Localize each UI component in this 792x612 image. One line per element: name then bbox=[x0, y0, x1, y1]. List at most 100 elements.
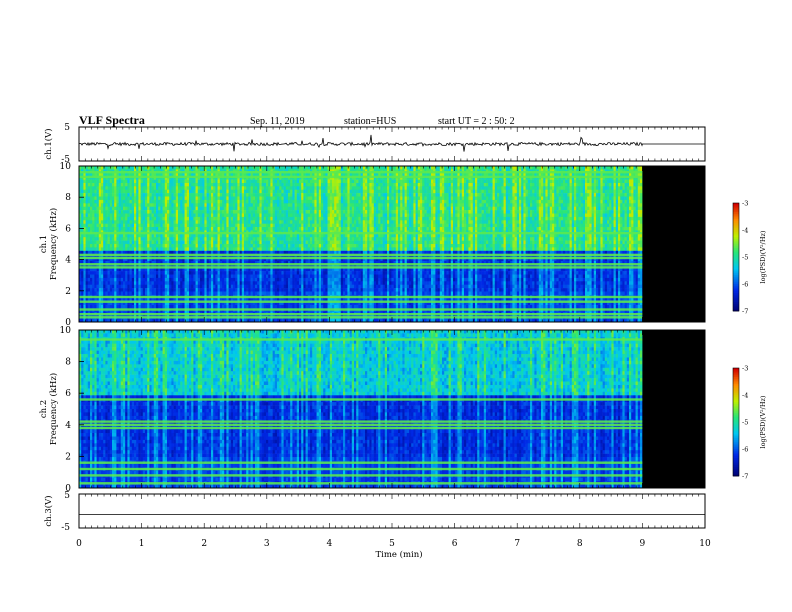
spectrogram-cell bbox=[129, 233, 133, 238]
spectrogram-cell bbox=[215, 183, 218, 187]
spectrogram-cell bbox=[162, 213, 166, 218]
spectrogram-cell bbox=[310, 223, 313, 228]
spectrogram-cell bbox=[312, 206, 315, 211]
spectrogram-cell bbox=[261, 237, 265, 241]
spectrogram-cell bbox=[134, 257, 137, 262]
spectrogram-cell bbox=[268, 267, 271, 272]
spectrogram-cell bbox=[233, 213, 236, 218]
spectrogram-cell bbox=[200, 193, 203, 197]
spectrogram-cell bbox=[288, 318, 291, 323]
spectrogram-cell bbox=[83, 274, 86, 279]
spectrogram-cell bbox=[230, 203, 234, 207]
spectrogram-cell bbox=[195, 274, 199, 279]
spectrogram-cell bbox=[120, 274, 124, 279]
spectrogram-cell bbox=[195, 166, 199, 170]
spectrogram-cell bbox=[230, 257, 234, 262]
spectrogram-cell bbox=[193, 305, 196, 309]
spectrogram-cell bbox=[90, 277, 93, 282]
spectrogram-cell bbox=[171, 274, 174, 279]
spectrogram-cell bbox=[81, 227, 84, 231]
spectrogram-cell bbox=[193, 220, 196, 224]
spectrogram-cell bbox=[90, 244, 93, 248]
spectrogram-cell bbox=[277, 166, 280, 170]
spectrogram-cell bbox=[200, 271, 203, 275]
spectrogram-cell bbox=[303, 267, 306, 272]
spectrogram-cell bbox=[142, 247, 146, 252]
spectrogram-cell bbox=[118, 261, 122, 265]
spectrogram-cell bbox=[96, 274, 100, 279]
spectrogram-cell bbox=[248, 172, 251, 177]
spectrogram-cell bbox=[248, 298, 251, 302]
spectrogram-cell bbox=[290, 227, 293, 231]
spectrogram-cell bbox=[206, 261, 210, 265]
spectrogram-cell bbox=[125, 250, 128, 255]
spectrogram-cell bbox=[83, 271, 86, 275]
spectrogram-cell bbox=[263, 244, 267, 248]
spectrogram-cell bbox=[160, 305, 163, 309]
spectrogram-cell bbox=[109, 199, 113, 204]
spectrogram-cell bbox=[169, 271, 172, 275]
spectrogram-cell bbox=[164, 247, 168, 252]
spectrogram-cell bbox=[120, 206, 124, 211]
spectrogram-cell bbox=[173, 298, 177, 302]
spectrogram-cell bbox=[235, 233, 238, 238]
spectrogram-cell bbox=[213, 216, 216, 221]
spectrogram-cell bbox=[266, 257, 269, 262]
spectrogram-cell bbox=[213, 193, 216, 197]
spectrogram-cell bbox=[140, 281, 144, 285]
spectrogram-cell bbox=[259, 267, 262, 272]
spectrogram-cell bbox=[272, 179, 276, 184]
spectrogram-cell bbox=[149, 301, 152, 306]
spectrogram-cell bbox=[79, 196, 82, 201]
spectrogram-cell bbox=[246, 213, 249, 218]
spectrogram-cell bbox=[134, 267, 137, 272]
spectrogram-cell bbox=[305, 220, 309, 224]
spectrogram-cell bbox=[314, 240, 317, 245]
spectrogram-cell bbox=[140, 298, 144, 302]
spectrogram-cell bbox=[246, 284, 249, 289]
spectrogram-cell bbox=[281, 199, 284, 204]
spectrogram-cell bbox=[136, 284, 139, 289]
spectrogram-cell bbox=[92, 203, 95, 207]
spectrogram-cell bbox=[294, 240, 298, 245]
spectrogram-cell bbox=[233, 274, 236, 279]
spectrogram-cell bbox=[228, 193, 232, 197]
spectrogram-cell bbox=[156, 227, 159, 231]
spectrogram-cell bbox=[107, 210, 111, 214]
spectrogram-cell bbox=[85, 186, 89, 190]
spectrogram-cell bbox=[206, 257, 210, 262]
spectrogram-cell bbox=[228, 250, 232, 255]
spectrogram-cell bbox=[244, 206, 247, 211]
spectrogram-cell bbox=[261, 189, 265, 194]
spectrogram-cell bbox=[213, 172, 216, 177]
spectrogram-cell bbox=[237, 240, 240, 245]
spectrogram-cell bbox=[305, 250, 309, 255]
spectrogram-cell bbox=[107, 298, 111, 302]
spectrogram-cell bbox=[167, 305, 170, 309]
spectrogram-cell bbox=[299, 305, 302, 309]
spectrogram-cell bbox=[85, 213, 89, 218]
spectrogram-cell bbox=[316, 213, 320, 218]
spectrogram-cell bbox=[200, 274, 203, 279]
spectrogram-cell bbox=[118, 196, 122, 201]
spectrogram-cell bbox=[290, 271, 293, 275]
spectrogram-cell bbox=[123, 166, 126, 170]
spectrogram-cell bbox=[215, 284, 218, 289]
spectrogram-cell bbox=[136, 186, 139, 190]
spectrogram-cell bbox=[158, 318, 161, 323]
spectrogram-cell bbox=[186, 210, 190, 214]
spectrogram-cell bbox=[116, 183, 119, 187]
spectrogram-cell bbox=[182, 240, 185, 245]
spectrogram-cell bbox=[281, 281, 284, 285]
spectrogram-cell bbox=[171, 183, 174, 187]
spectrogram-cell bbox=[266, 183, 269, 187]
spectrogram-cell bbox=[90, 237, 93, 241]
spectrogram-cell bbox=[299, 277, 302, 282]
date-label: Sep. 11, 2019 bbox=[250, 116, 305, 127]
spectrogram-cell bbox=[208, 281, 212, 285]
spectrogram-cell bbox=[252, 237, 256, 241]
spectrogram-cell bbox=[87, 244, 91, 248]
spectrogram-cell bbox=[219, 298, 223, 302]
spectrogram-cell bbox=[105, 291, 108, 296]
spectrogram-cell bbox=[230, 223, 234, 228]
